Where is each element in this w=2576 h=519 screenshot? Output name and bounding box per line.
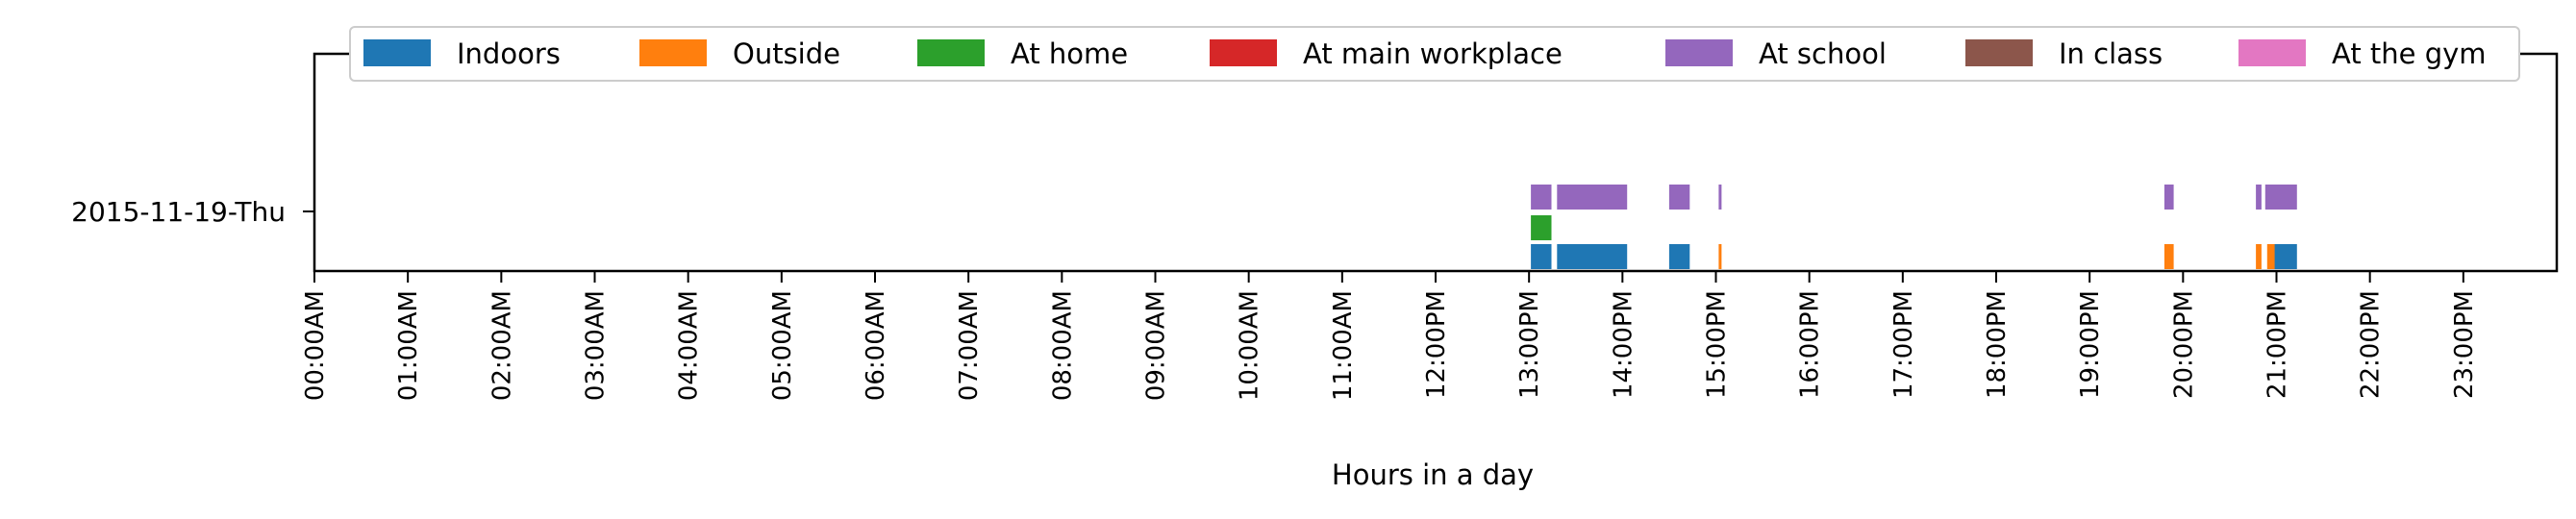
x-tick-label: 18:00PM: [1983, 290, 2012, 399]
y-axis: 2015-11-19-Thu: [71, 196, 314, 228]
x-tick-label: 14:00PM: [1609, 290, 1638, 399]
legend-label: At main workplace: [1303, 37, 1563, 70]
x-tick-label: 13:00PM: [1515, 290, 1544, 399]
bar-outside-2: [2256, 244, 2262, 269]
x-tick-label: 23:00PM: [2450, 290, 2479, 399]
legend-swatch: [639, 39, 707, 66]
bars-layer: [1531, 185, 2297, 269]
legend-label: In class: [2059, 37, 2163, 70]
x-tick-label: 00:00AM: [301, 290, 330, 401]
x-tick-label: 16:00PM: [1796, 290, 1825, 399]
x-tick-label: 08:00AM: [1048, 290, 1077, 401]
x-tick-label: 09:00AM: [1142, 290, 1171, 401]
x-tick-label: 19:00PM: [2076, 290, 2105, 399]
legend-swatch: [363, 39, 431, 66]
x-axis: 00:00AM 01:00AM 02:00AM 03:00AM 04:00AM 05:00…: [301, 271, 2479, 401]
bar-indoors-3: [2271, 244, 2297, 269]
x-tick-label: 21:00PM: [2263, 290, 2292, 399]
x-tick-label: 05:00AM: [768, 290, 797, 401]
x-tick-label: 02:00AM: [488, 290, 516, 401]
legend-swatch: [1665, 39, 1733, 66]
bar-at-school-0: [1531, 185, 1552, 210]
bar-outside-1: [2163, 244, 2174, 269]
bar-at-school-3: [1718, 185, 1722, 210]
bar-at-home-0: [1531, 215, 1552, 240]
bar-indoors-1: [1557, 244, 1628, 269]
legend: Indoors Outside At home At main workplace At…: [349, 26, 2520, 82]
x-tick-label: 22:00PM: [2357, 290, 2386, 399]
legend-swatch: [1965, 39, 2033, 66]
bar-outside-0: [1718, 244, 1722, 269]
bar-at-school-6: [2264, 185, 2297, 210]
x-tick-label: 20:00PM: [2169, 290, 2198, 399]
x-tick-label: 03:00AM: [582, 290, 611, 401]
x-tick-label: 04:00AM: [675, 290, 704, 401]
x-tick-label: 07:00AM: [955, 290, 984, 401]
x-tick-label: 11:00AM: [1329, 290, 1358, 401]
legend-label: Outside: [733, 37, 840, 70]
x-tick-label: 06:00AM: [862, 290, 890, 401]
axes-frame: [313, 52, 2559, 273]
x-axis-label: Hours in a day: [1332, 458, 1534, 491]
legend-label: Indoors: [457, 37, 561, 70]
x-tick-label: 15:00PM: [1703, 290, 1732, 399]
bar-indoors-2: [1668, 244, 1690, 269]
legend-swatch: [2238, 39, 2306, 66]
bar-at-school-5: [2256, 185, 2262, 210]
legend-label: At the gym: [2332, 37, 2487, 70]
legend-swatch: [1210, 39, 1277, 66]
x-tick-label: 01:00AM: [394, 290, 423, 401]
x-tick-label: 12:00PM: [1422, 290, 1451, 399]
bar-outside-3: [2266, 244, 2275, 269]
x-tick-label: 17:00PM: [1889, 290, 1918, 399]
legend-label: At home: [1011, 37, 1128, 70]
bar-at-school-2: [1668, 185, 1690, 210]
legend-label: At school: [1759, 37, 1887, 70]
y-tick-label: 2015-11-19-Thu: [71, 196, 286, 228]
bar-at-school-4: [2163, 185, 2174, 210]
x-tick-label: 10:00AM: [1236, 290, 1264, 401]
legend-swatch: [917, 39, 985, 66]
bar-at-school-1: [1557, 185, 1628, 210]
bar-indoors-0: [1531, 244, 1552, 269]
